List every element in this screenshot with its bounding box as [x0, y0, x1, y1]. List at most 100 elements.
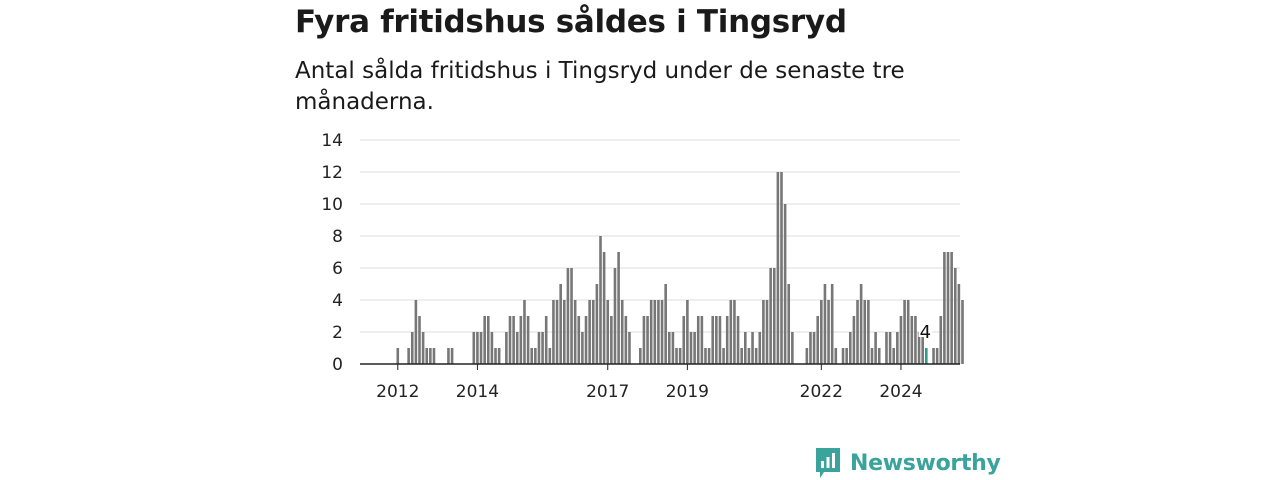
bar [816, 316, 819, 364]
bar [935, 348, 939, 364]
brand-name: Newsworthy [850, 450, 1001, 476]
bar [715, 316, 718, 364]
bar [642, 316, 646, 364]
bar [508, 316, 512, 364]
bar [421, 332, 425, 364]
bar [505, 332, 508, 364]
bar [903, 300, 906, 364]
y-tick: 12 [321, 163, 343, 183]
bar [689, 332, 693, 364]
bar [892, 348, 896, 364]
bar [664, 284, 667, 364]
bar [628, 332, 631, 364]
bar [599, 236, 602, 364]
bar [809, 332, 812, 364]
bar [877, 348, 881, 364]
bar [418, 316, 421, 364]
bar [486, 316, 490, 364]
x-tick: 2022 [800, 382, 843, 402]
x-tick: 2014 [456, 382, 499, 402]
chart-title: Fyra fritidshus såldes i Tingsryd [295, 4, 847, 40]
x-tick: 2024 [879, 382, 922, 402]
x-tick: 2012 [376, 382, 419, 402]
y-tick: 2 [332, 323, 343, 343]
y-tick: 8 [332, 227, 343, 247]
bar [479, 332, 483, 364]
bar [957, 284, 961, 364]
bar [537, 332, 541, 364]
bar [530, 348, 534, 364]
y-tick-label: 0 [332, 355, 343, 375]
bar [515, 332, 519, 364]
bar [544, 316, 548, 364]
bar [740, 348, 743, 364]
bar [823, 284, 827, 364]
bar [686, 300, 689, 364]
bar [678, 348, 682, 364]
bar [610, 316, 613, 364]
bar [602, 252, 606, 364]
chart-subtitle: Antal sålda fritidshus i Tingsryd under … [295, 58, 905, 115]
x-tick-label: 2014 [456, 382, 499, 402]
x-tick-label: 2022 [800, 382, 843, 402]
bar [407, 348, 410, 364]
x-tick-label: 2012 [376, 382, 419, 402]
bar [620, 300, 624, 364]
bar [588, 300, 591, 364]
bar [653, 300, 657, 364]
bars [396, 172, 964, 364]
bar [910, 316, 914, 364]
bar [845, 348, 848, 364]
bar [584, 316, 588, 364]
bar [704, 348, 707, 364]
bar [613, 268, 617, 364]
bar [722, 348, 725, 364]
bar [856, 300, 859, 364]
bar [693, 332, 696, 364]
bar [914, 316, 917, 364]
bar [932, 348, 935, 364]
bar [552, 300, 555, 364]
bar [682, 316, 686, 364]
bar [559, 284, 562, 364]
x-axis: 2012 2014 2017 2019 2022 2024 [360, 363, 960, 402]
y-tick: 0 [332, 355, 343, 375]
bar [859, 284, 863, 364]
bar [447, 348, 450, 364]
x-tick-label: 2024 [879, 382, 922, 402]
y-tick: 14 [321, 131, 343, 151]
bar [696, 316, 700, 364]
bar [747, 348, 751, 364]
bar [834, 348, 838, 364]
bar [863, 300, 867, 364]
bar [606, 300, 610, 364]
bar [497, 348, 501, 364]
bar [450, 348, 454, 364]
bar [414, 300, 418, 364]
bar [707, 348, 711, 364]
bar [595, 284, 599, 364]
bar [765, 300, 769, 364]
bar [396, 348, 400, 364]
bar [563, 300, 566, 364]
bar [410, 332, 414, 364]
bar [961, 300, 964, 364]
bar [541, 332, 544, 364]
bar [758, 332, 762, 364]
bar [805, 348, 809, 364]
bar [751, 332, 754, 364]
bar-highlight [925, 348, 928, 364]
bar [917, 332, 921, 364]
bar [762, 300, 765, 364]
y-tick-label: 14 [321, 131, 343, 151]
y-tick-label: 2 [332, 323, 343, 343]
x-tick-label: 2019 [666, 382, 709, 402]
y-tick: 6 [332, 259, 343, 279]
bar [700, 316, 704, 364]
x-tick-label: 2017 [586, 382, 629, 402]
bar [783, 204, 787, 364]
y-tick-label: 8 [332, 227, 343, 247]
bar [667, 332, 671, 364]
bar [896, 332, 899, 364]
